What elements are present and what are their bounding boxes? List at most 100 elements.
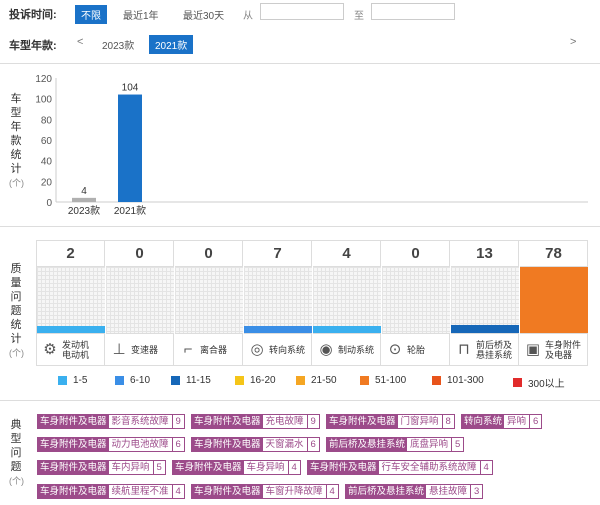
issue-category: 转向系统	[462, 415, 505, 428]
issue-tag[interactable]: 转向系统 异响 6	[461, 414, 543, 429]
legend-swatch	[171, 376, 180, 385]
bar-2021款[interactable]	[118, 94, 142, 202]
legend-item: 6-10	[115, 375, 150, 386]
legend-item: 300以上	[513, 375, 565, 390]
quality-bar	[244, 326, 312, 333]
legend-swatch	[115, 376, 124, 385]
body-electrics-icon: ▣	[525, 340, 541, 358]
quality-column-tire[interactable]: 0 ⊙ 轮胎	[382, 241, 450, 365]
quality-category-label: 车身附件 及电器	[545, 339, 582, 360]
quality-category: ⚙ 发动机 电动机	[37, 333, 105, 365]
legend-label: 1-5	[73, 375, 88, 386]
legend-swatch	[432, 376, 441, 385]
issue-tag[interactable]: 前后桥及悬挂系统 底盘异响 5	[326, 437, 465, 452]
issue-tag[interactable]: 车身附件及电器 影音系统故障 9	[37, 414, 185, 429]
quality-title: 质量问题统计	[10, 263, 22, 345]
quality-unit: (个)	[9, 348, 24, 358]
quality-category-label: 发动机 电动机	[62, 339, 90, 360]
issue-description: 充电故障	[265, 416, 304, 427]
typical-title: 典型问题	[10, 419, 22, 473]
issue-category: 车身附件及电器	[327, 415, 398, 428]
issue-description: 悬挂故障	[429, 486, 468, 497]
issue-category: 车身附件及电器	[192, 415, 263, 428]
legend-swatch	[296, 376, 305, 385]
issue-description: 车内异响	[111, 462, 150, 473]
year-count-chart: 120 100 80 60 40 20 0 4 2023款 104 2021款	[35, 74, 588, 217]
issue-description: 影音系统故障	[111, 416, 169, 427]
quality-count: 78	[520, 241, 587, 267]
issue-tag[interactable]: 车身附件及电器 车内异响 5	[37, 460, 166, 475]
legend-item: 1-5	[58, 375, 87, 386]
quality-bar-area	[175, 267, 243, 333]
legend-swatch	[235, 376, 244, 385]
legend-swatch	[58, 376, 67, 385]
legend-swatch	[360, 376, 369, 385]
bar-2023款[interactable]	[72, 197, 96, 202]
prev-year-arrow[interactable]: <	[77, 36, 84, 48]
issue-count: 4	[325, 485, 338, 498]
typical-unit: (个)	[9, 476, 24, 486]
issue-tag[interactable]: 车身附件及电器 门窗异响 8	[326, 414, 455, 429]
quality-count: 7	[244, 241, 311, 267]
suspension-icon: ⊓	[458, 340, 470, 358]
y-tick-label: 100	[35, 95, 52, 106]
issue-tag[interactable]: 车身附件及电器 车窗升降故障 4	[191, 484, 339, 499]
quality-count: 0	[382, 241, 449, 267]
time-option-last-30-days[interactable]: 最近30天	[183, 11, 225, 22]
next-year-arrow[interactable]: >	[570, 36, 577, 48]
date-from-input[interactable]	[260, 3, 344, 20]
issue-tag[interactable]: 车身附件及电器 车身异响 4	[172, 460, 301, 475]
issue-tag[interactable]: 车身附件及电器 充电故障 9	[191, 414, 320, 429]
gearbox-icon: ⊥	[112, 340, 126, 358]
quality-category-label: 前后桥及 悬挂系统	[476, 339, 513, 360]
issue-category: 车身附件及电器	[192, 485, 263, 498]
quality-column-gearbox[interactable]: 0 ⊥ 变速器	[106, 241, 174, 365]
quality-column-suspension[interactable]: 13 ⊓ 前后桥及 悬挂系统	[451, 241, 519, 365]
legend-label: 16-20	[250, 375, 276, 386]
issue-count: 3	[470, 485, 482, 498]
quality-count: 2	[37, 241, 104, 267]
issue-category: 前后桥及悬挂系统	[346, 485, 427, 498]
issue-category: 车身附件及电器	[38, 415, 109, 428]
quality-column-steering[interactable]: 7 ◎ 转向系统	[244, 241, 312, 365]
quality-bar	[520, 267, 588, 333]
legend-item: 11-15	[171, 375, 211, 386]
typical-side-label: 典型问题 (个)	[9, 418, 24, 488]
quality-bar	[37, 326, 105, 333]
year-chart-title: 车型年款统计	[10, 93, 22, 175]
issue-count: 9	[171, 415, 184, 428]
y-tick-label: 20	[41, 177, 53, 188]
issue-tag[interactable]: 车身附件及电器 续航里程不准 4	[37, 484, 185, 499]
year-chart-side-label: 车型年款统计 (个)	[9, 92, 24, 190]
x-tick-label: 2021款	[114, 204, 146, 217]
quality-column-body-electrics[interactable]: 78 ▣ 车身附件 及电器	[520, 241, 588, 365]
date-to-input[interactable]	[371, 3, 455, 20]
issue-tag[interactable]: 前后桥及悬挂系统 悬挂故障 3	[345, 484, 484, 499]
quality-bar-area	[382, 267, 450, 333]
issue-description: 底盘异响	[410, 439, 449, 450]
legend-label: 101-300	[447, 375, 484, 386]
legend-label: 300以上	[528, 379, 565, 390]
issue-tag[interactable]: 车身附件及电器 动力电池故障 6	[37, 437, 185, 452]
quality-bar-area	[106, 267, 174, 333]
y-tick-label: 120	[35, 74, 52, 85]
legend-label: 6-10	[130, 375, 151, 386]
issue-tag[interactable]: 车身附件及电器 行车安全辅助系统故障 4	[307, 460, 493, 475]
from-label: 从	[243, 11, 253, 22]
quality-column-brake[interactable]: 4 ◉ 制动系统	[313, 241, 381, 365]
issue-description: 天窗漏水	[265, 439, 304, 450]
issue-description: 车身异响	[246, 462, 285, 473]
year-option-2021[interactable]: 2021款	[149, 35, 194, 54]
year-option-2023[interactable]: 2023款	[102, 41, 135, 52]
quality-column-clutch[interactable]: 0 ⌐ 离合器	[175, 241, 243, 365]
y-tick-label: 0	[46, 198, 52, 209]
quality-category: ▣ 车身附件 及电器	[520, 333, 588, 365]
time-option-last-year[interactable]: 最近1年	[123, 11, 159, 22]
quality-count: 0	[106, 241, 173, 267]
y-tick-label: 80	[41, 115, 53, 126]
quality-bar	[313, 326, 381, 333]
issue-tag[interactable]: 车身附件及电器 天窗漏水 6	[191, 437, 320, 452]
engine-icon: ⚙	[43, 340, 57, 358]
time-option-all[interactable]: 不限	[75, 5, 107, 24]
quality-column-engine[interactable]: 2 ⚙ 发动机 电动机	[37, 241, 105, 365]
